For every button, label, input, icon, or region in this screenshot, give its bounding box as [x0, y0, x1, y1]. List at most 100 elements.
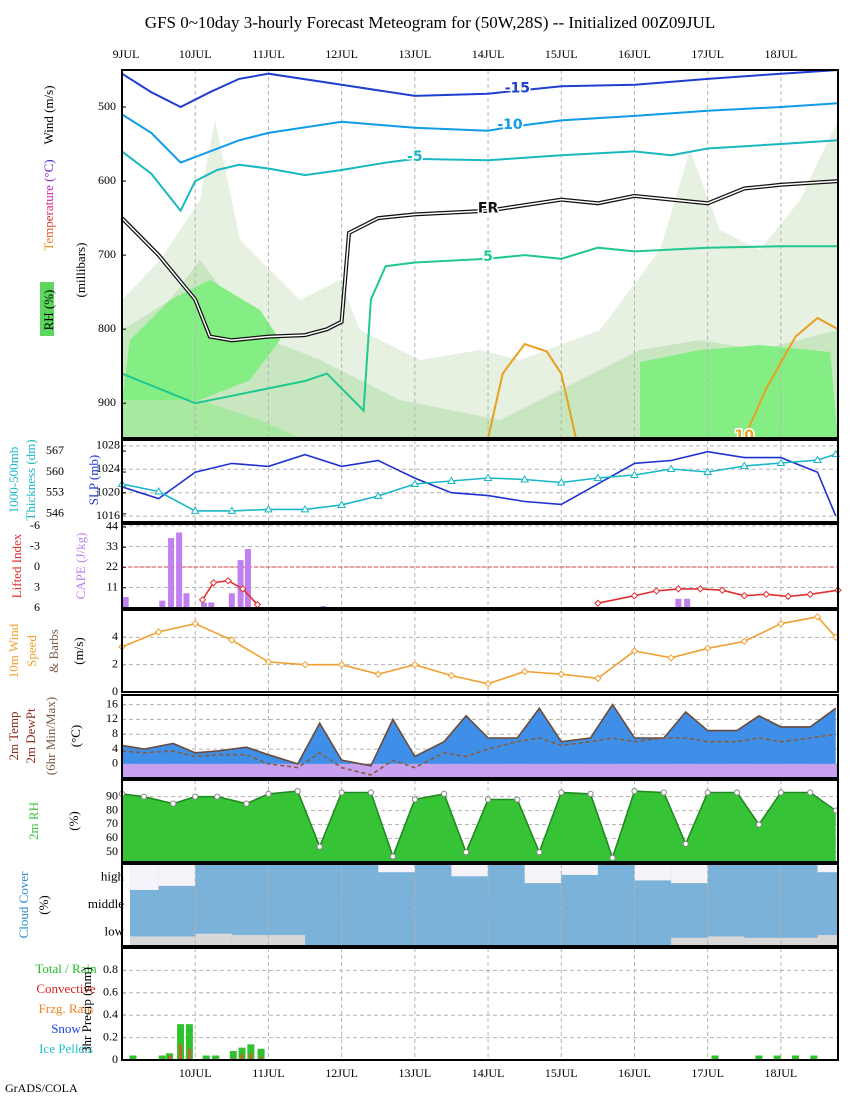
- y-tick-label: 60: [106, 830, 118, 844]
- precip-bar: [168, 1055, 172, 1060]
- marker: [740, 637, 748, 646]
- x-tick-label: 13JUL: [399, 47, 432, 61]
- axis-label: Total / Rain: [35, 961, 97, 976]
- y-tick-label: 1016: [96, 508, 120, 522]
- marker: [154, 486, 163, 495]
- panel-frame: [121, 779, 839, 863]
- y-tick-label: 4: [112, 629, 118, 643]
- precip-bar: [187, 1048, 191, 1060]
- y-tick-label: 560: [46, 464, 64, 478]
- x-tick-label: 15JUL: [545, 1066, 578, 1080]
- cloud-cell: [195, 933, 232, 946]
- marker: [192, 793, 199, 800]
- bar: [228, 593, 235, 608]
- bar: [684, 598, 691, 608]
- marker: [447, 476, 456, 484]
- marker: [374, 670, 382, 678]
- precip-bar: [212, 1055, 220, 1060]
- x-tick-label: 10JUL: [179, 47, 212, 61]
- contour-label: -15: [505, 81, 530, 97]
- cloud-cell: [780, 937, 818, 946]
- x-tick-label: 14JUL: [472, 47, 505, 61]
- contour-label: -5: [407, 149, 423, 165]
- axis-label: (millibars): [73, 243, 88, 298]
- marker: [784, 592, 792, 601]
- precip-bar: [773, 1055, 781, 1060]
- marker: [733, 789, 741, 796]
- y-tick-label: 700: [98, 247, 116, 261]
- x-tick-label: 12JUL: [325, 47, 358, 61]
- marker: [441, 790, 448, 797]
- y-tick-label: 50: [106, 844, 118, 858]
- cloud-cell: [158, 864, 196, 886]
- bar: [237, 560, 244, 608]
- marker: [587, 790, 594, 797]
- axis-label: Convective: [36, 981, 95, 996]
- x-tick-label: 17JUL: [691, 47, 724, 61]
- y-tick-label: 567: [46, 443, 64, 457]
- marker: [652, 587, 661, 595]
- cloud-cell: [671, 864, 708, 884]
- marker: [337, 660, 346, 669]
- axis-label: Temperature (°C): [41, 159, 56, 250]
- precip-bar: [257, 1048, 265, 1060]
- marker: [536, 849, 543, 856]
- marker: [594, 599, 602, 607]
- panel-frame: [121, 523, 839, 609]
- y-tick-label: 4: [112, 741, 118, 755]
- panel-frame: [121, 69, 839, 439]
- bar: [244, 549, 251, 608]
- cloud-cell: [130, 936, 159, 946]
- marker: [813, 613, 822, 621]
- axis-label: (6hr Min/Max): [43, 697, 58, 775]
- axis-label: Thickness (dm): [23, 439, 38, 520]
- precip-bar: [231, 1057, 235, 1060]
- y-tick-label: 8: [112, 726, 118, 740]
- y-tick-label: 80: [106, 802, 118, 816]
- rh-area: [122, 280, 280, 400]
- y-tick-label: 44: [106, 519, 118, 533]
- y-tick-label: 1020: [96, 484, 120, 498]
- precip-bar: [259, 1056, 263, 1060]
- y-tick-label: 800: [98, 321, 116, 335]
- marker: [411, 796, 418, 803]
- cloud-cell: [744, 937, 781, 946]
- axis-label: Frzg. Rain: [39, 1001, 94, 1016]
- x-tick-label: 15JUL: [545, 47, 578, 61]
- marker: [239, 585, 247, 593]
- marker: [777, 619, 785, 628]
- marker: [198, 596, 207, 604]
- contour-line: [121, 180, 839, 342]
- marker: [520, 475, 530, 483]
- panel-frame: [121, 609, 839, 693]
- precip-bar: [158, 1055, 166, 1060]
- x-tick-label: 16JUL: [618, 1066, 651, 1080]
- precip-bar: [238, 1047, 246, 1060]
- y-tick-label: 1028: [96, 438, 120, 452]
- x-tick-label: 12JUL: [325, 1066, 358, 1080]
- axis-label: (m/s): [71, 637, 86, 664]
- cloud-cell: [671, 937, 708, 946]
- marker: [224, 576, 232, 585]
- precip-bar: [129, 1055, 137, 1060]
- y-tick-label: 3: [34, 579, 40, 593]
- cloud-cell: [268, 935, 306, 946]
- bar: [168, 538, 175, 608]
- cloud-cell: [158, 936, 196, 946]
- marker: [228, 636, 236, 644]
- axis-label: Wind (m/s): [41, 85, 56, 144]
- x-tick-label: 18JUL: [765, 47, 798, 61]
- marker: [594, 674, 602, 683]
- axis-label: Snow: [51, 1021, 81, 1036]
- axis-label: (%): [36, 895, 51, 915]
- contour-label: -10: [497, 117, 523, 133]
- contour-line: [121, 69, 839, 109]
- contour-line: [487, 316, 839, 439]
- contour-label: 5: [483, 249, 493, 265]
- marker: [411, 660, 419, 669]
- precip-bar: [229, 1051, 237, 1060]
- axis-label: RH (%): [41, 290, 56, 331]
- panel-frame: [121, 694, 839, 779]
- marker: [667, 654, 675, 662]
